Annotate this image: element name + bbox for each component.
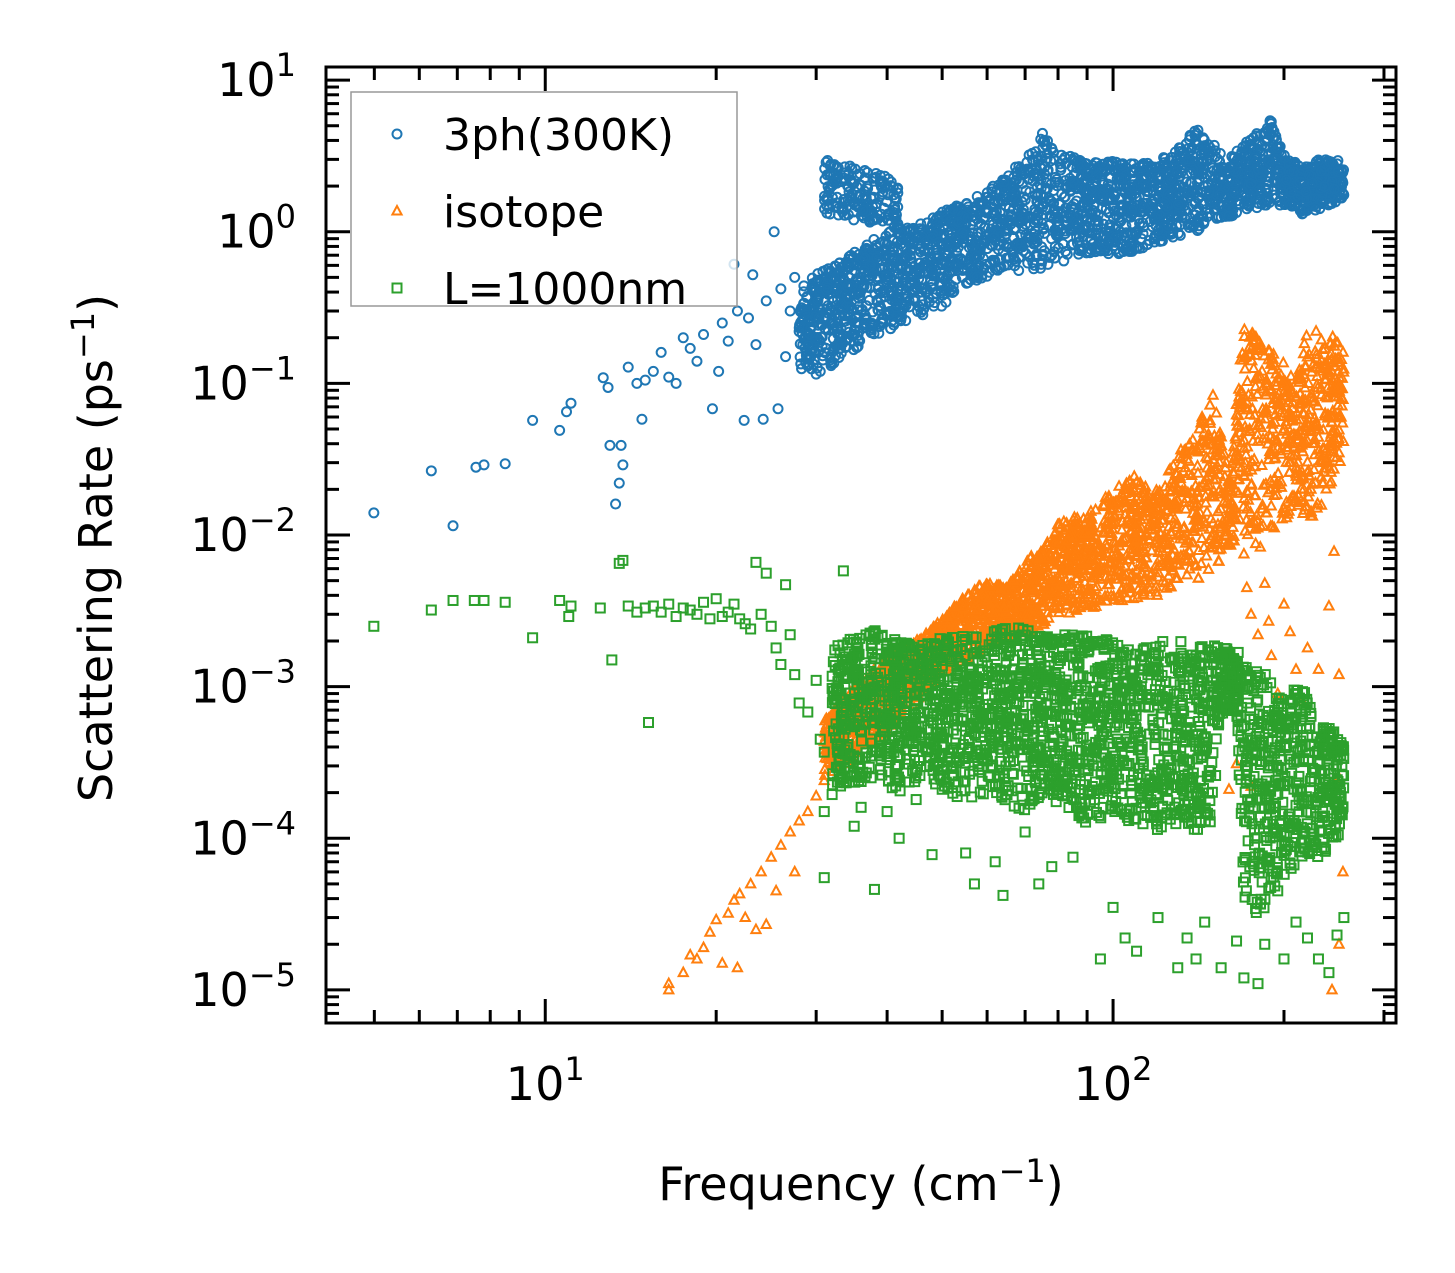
data-point [1172,227,1184,239]
data-point [1112,205,1124,217]
series-3ph-300k- [368,115,1350,532]
data-point [800,353,812,365]
data-point [1187,221,1199,233]
data-point [1143,234,1155,246]
data-point [897,303,909,315]
data-point [794,351,806,363]
data-layer [368,115,1350,995]
data-point [992,244,1004,256]
